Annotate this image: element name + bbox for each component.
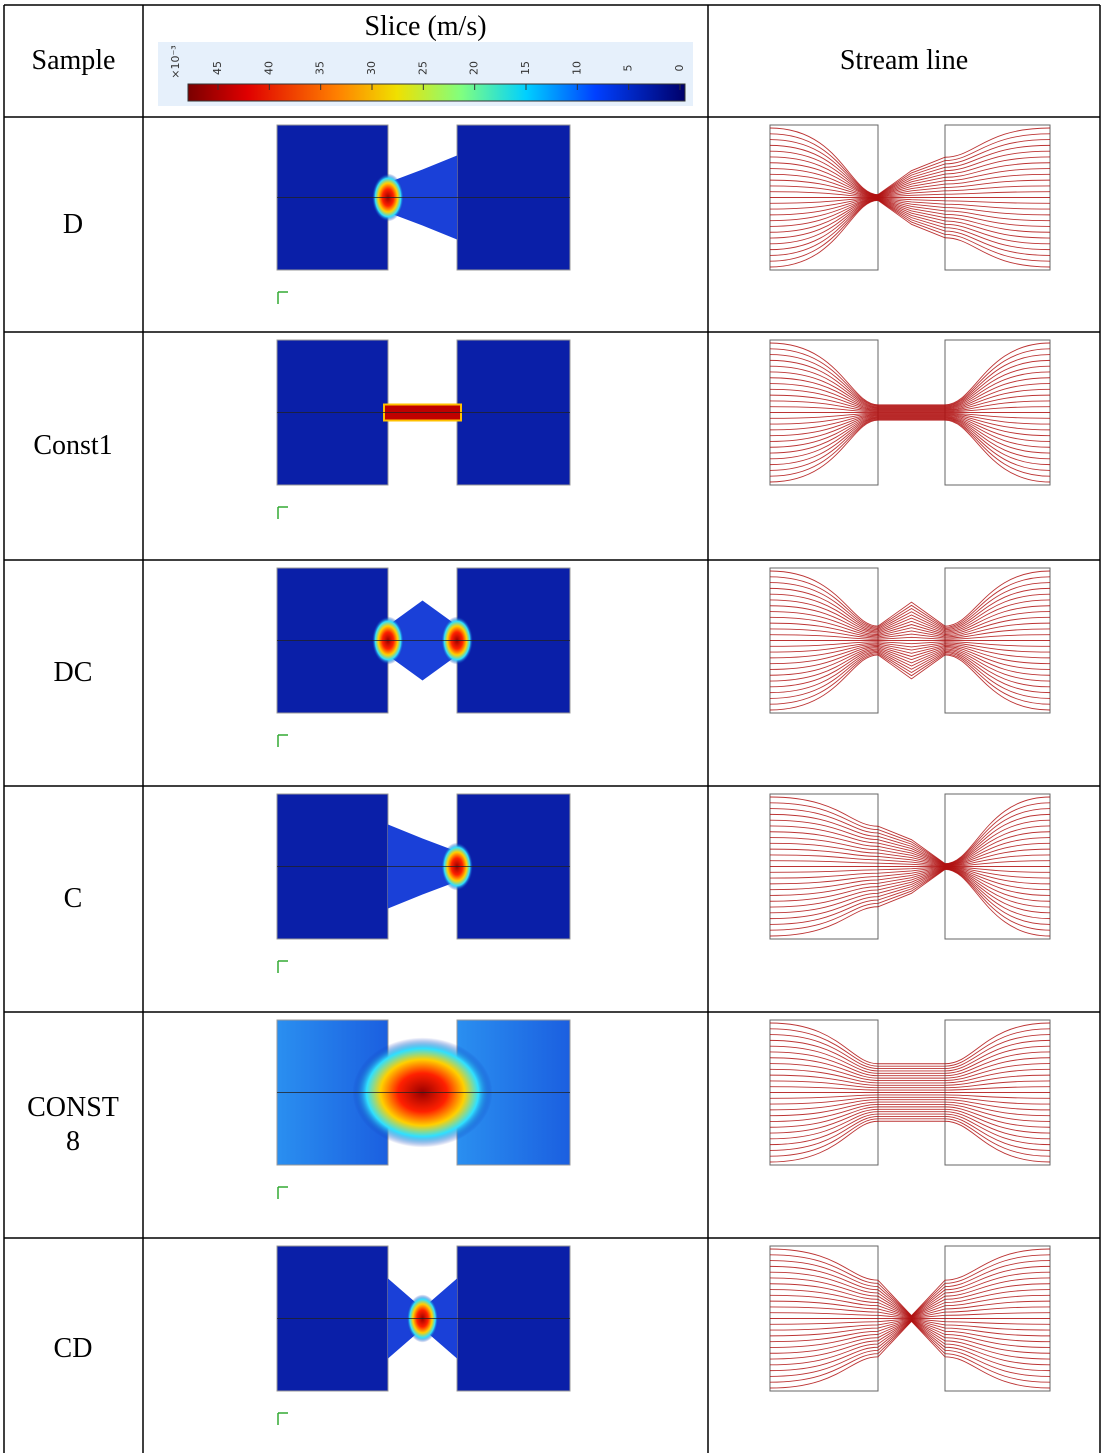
streamline xyxy=(770,1046,1050,1073)
slice-image xyxy=(277,125,570,304)
streamline xyxy=(770,1081,1050,1088)
streamline-image xyxy=(770,1020,1050,1165)
streamline xyxy=(770,419,1050,471)
streamline xyxy=(770,635,1050,640)
streamline-image xyxy=(770,568,1050,713)
slice-image xyxy=(277,568,570,747)
colorbar-tick-label: 20 xyxy=(468,61,481,75)
sample-name: D xyxy=(18,117,128,332)
streamline xyxy=(770,198,1050,204)
table-drawing: ×10⁻³ 45 40 35 30 25 20 15 10 5 0 xyxy=(0,0,1104,1453)
streamline xyxy=(770,826,1050,865)
sample-name: CONST 8 xyxy=(18,1012,128,1238)
streamline xyxy=(770,1272,1050,1316)
streamline xyxy=(770,643,1050,652)
streamline xyxy=(770,1284,1050,1317)
streamline xyxy=(770,1255,1050,1316)
sample-name: CD xyxy=(18,1238,128,1453)
streamline xyxy=(770,1107,1050,1127)
streamline xyxy=(770,1320,1050,1353)
colorbar-tick-label: 25 xyxy=(416,61,429,75)
streamline xyxy=(770,645,1050,663)
colorbar-multiplier: ×10⁻³ xyxy=(169,45,182,78)
streamline xyxy=(770,642,1050,647)
streamline xyxy=(770,1023,1050,1064)
streamline xyxy=(770,655,1050,710)
header-slice: Slice (m/s) xyxy=(143,10,708,44)
sample-name: Const1 xyxy=(18,332,128,560)
axis-triad xyxy=(278,507,288,519)
sample-name: DC xyxy=(18,560,128,786)
streamline xyxy=(770,192,1050,198)
streamline xyxy=(770,1087,1050,1090)
streamline xyxy=(770,1112,1050,1139)
slice-image xyxy=(277,1246,570,1425)
header-sample: Sample xyxy=(4,5,143,117)
streamline xyxy=(770,1320,1050,1364)
colorbar xyxy=(188,84,685,101)
streamline xyxy=(770,1121,1050,1162)
colorbar-tick-label: 35 xyxy=(314,61,327,75)
axis-triad xyxy=(278,292,288,304)
colorbar-tick-label: 45 xyxy=(211,61,224,75)
streamline xyxy=(770,617,1050,635)
streamline-image xyxy=(770,340,1050,485)
streamline xyxy=(770,355,1050,407)
slice-image xyxy=(277,1020,570,1199)
streamline-image xyxy=(770,794,1050,939)
streamline xyxy=(770,366,1050,407)
streamline xyxy=(770,1058,1050,1078)
slice-image xyxy=(277,340,570,519)
streamline xyxy=(770,1321,1050,1382)
streamline-image xyxy=(770,125,1050,270)
header-stream: Stream line xyxy=(708,5,1100,117)
streamline-image xyxy=(770,1246,1050,1391)
colorbar-tick-label: 30 xyxy=(365,61,378,75)
axis-triad xyxy=(278,1413,288,1425)
streamline xyxy=(770,868,1050,907)
sample-name: C xyxy=(18,786,128,1012)
streamline xyxy=(770,571,1050,626)
colorbar-tick-label: 40 xyxy=(262,61,275,75)
axis-triad xyxy=(278,735,288,747)
axis-triad xyxy=(278,1187,288,1199)
slice-image xyxy=(277,794,570,973)
colorbar-tick-label: 5 xyxy=(622,65,635,72)
streamline xyxy=(770,1095,1050,1098)
colorbar-tick-label: 10 xyxy=(570,61,583,75)
streamline xyxy=(770,418,1050,459)
axis-triad xyxy=(278,961,288,973)
streamline xyxy=(770,1097,1050,1104)
colorbar-tick-label: 15 xyxy=(519,61,532,75)
streamline xyxy=(770,629,1050,638)
streamline xyxy=(770,200,1050,261)
colorbar-tick-label: 0 xyxy=(673,65,686,72)
streamline xyxy=(770,134,1050,195)
page: ×10⁻³ 45 40 35 30 25 20 15 10 5 0 Sample Slice (m/… xyxy=(0,0,1104,1453)
